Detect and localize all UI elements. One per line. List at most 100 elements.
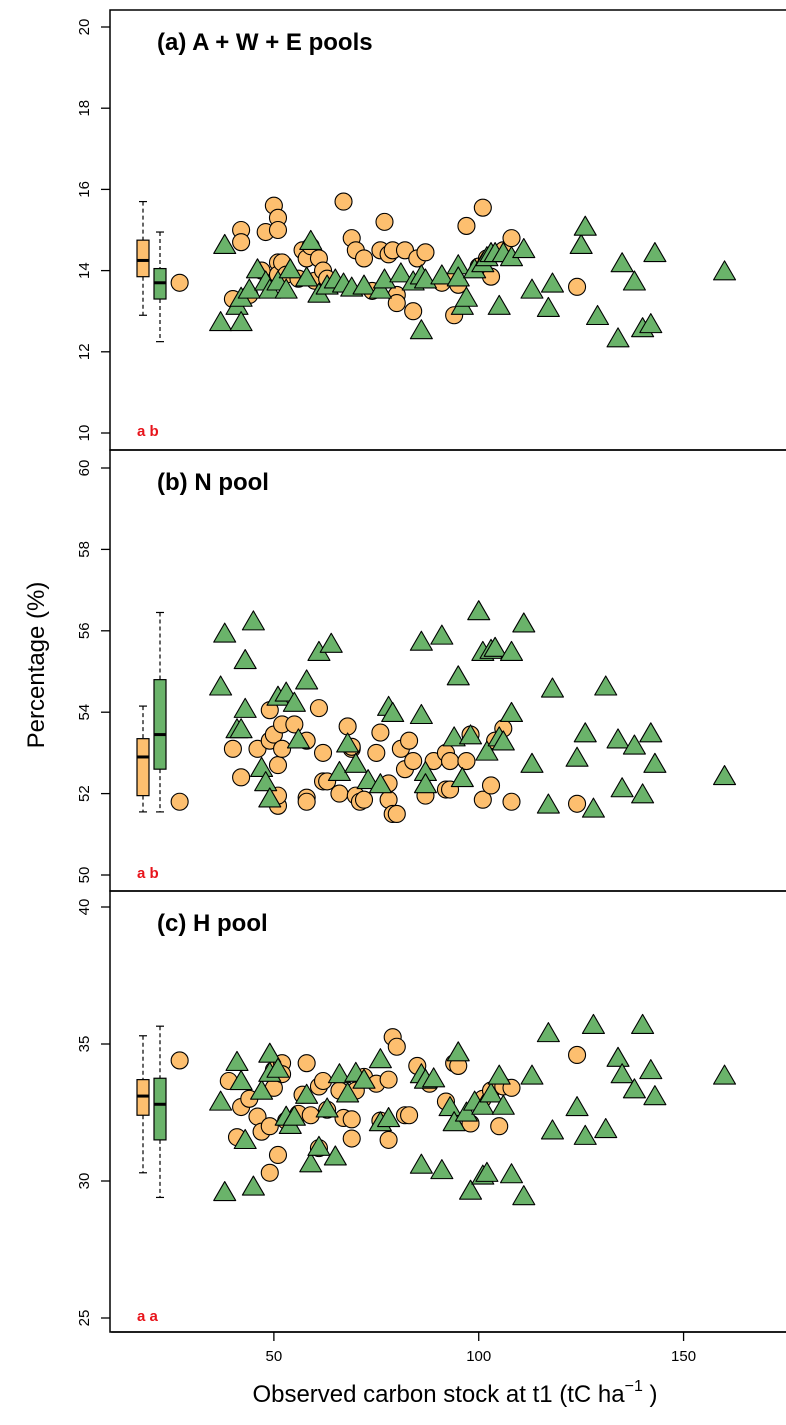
data-point-circle [387,1037,406,1056]
data-point-circle [309,699,328,718]
x-tick-label: 50 [266,1348,283,1365]
data-point-triangle [712,260,737,281]
panel-1: 10 12 14 16 18 20 (a) A + W + E pools a b [76,9,786,451]
data-point-triangle [450,767,474,788]
y-tick-label: 16 [76,181,93,198]
data-point-triangle [499,640,524,661]
data-point-triangle [315,1097,339,1118]
data-point-circle [297,1054,316,1073]
data-point-triangle [639,722,663,743]
data-point-triangle [344,752,368,773]
data-point-triangle [467,600,491,621]
series-triangle [209,1013,737,1206]
data-point-triangle [422,1067,446,1088]
data-point-triangle [639,1059,663,1080]
data-point-triangle [307,1135,331,1156]
data-point-triangle [471,1094,495,1115]
data-point-triangle [254,771,278,792]
data-point-triangle [565,1096,589,1117]
x-tick-label: 100 [466,1348,491,1365]
x-axis-label-end: ) [643,1381,658,1408]
data-point-triangle [540,272,565,293]
box [153,1077,167,1141]
data-point-triangle [622,1078,646,1099]
data-point-triangle [409,630,433,651]
data-point-triangle [512,1185,536,1206]
boxplot-orange [136,200,150,316]
data-point-triangle [250,1079,274,1100]
boxplot-orange [136,1035,150,1174]
data-point-triangle [282,1105,306,1126]
data-point-triangle [377,1107,401,1128]
data-point-triangle [368,773,392,794]
data-point-triangle [245,258,270,279]
data-point-triangle [483,636,507,657]
data-point-triangle [336,1082,360,1103]
data-point-triangle [430,624,454,645]
data-point-triangle [233,1128,257,1150]
boxplot-green [153,611,167,813]
data-point-circle [260,1163,279,1182]
data-point-triangle [413,773,438,794]
data-point-circle [387,804,406,824]
data-point-circle [297,792,316,811]
data-point-triangle [327,760,351,782]
data-point-circle [268,220,288,240]
data-point-triangle [594,1117,618,1139]
box [153,679,167,770]
data-point-triangle [409,703,433,725]
data-point-triangle [540,677,565,698]
data-point-triangle [229,311,253,332]
data-point-circle [568,794,587,813]
data-point-triangle [540,1119,565,1140]
y-tick-label: 60 [76,460,93,477]
data-point-triangle [233,697,257,718]
data-point-triangle [381,701,405,723]
y-tick-label: 54 [76,704,93,721]
data-point-triangle [258,787,282,808]
data-point-triangle [631,1013,655,1034]
series-triangle [209,600,737,818]
data-point-triangle [606,1046,630,1067]
data-point-circle [223,739,242,758]
y-tick-label: 30 [76,1173,93,1190]
data-point-circle [473,198,492,217]
data-point-triangle [368,1048,392,1069]
data-point-triangle [487,1064,511,1085]
data-point-triangle [295,669,319,690]
data-point-circle [568,1045,587,1065]
data-point-triangle [430,1159,454,1180]
data-point-triangle [213,622,237,643]
data-point-triangle [241,610,265,631]
y-tick-label: 50 [76,867,93,884]
series-triangle [209,215,737,348]
data-point-circle [260,1117,279,1136]
data-point-triangle [520,278,544,299]
data-point-circle [371,723,390,742]
data-point-circle [502,792,521,811]
data-point-circle [400,731,419,750]
data-point-circle [170,1051,189,1070]
y-tick-label: 14 [76,262,93,279]
y-tick-label: 12 [76,343,93,360]
data-point-circle [490,1117,509,1136]
data-point-circle [313,743,333,762]
significance-labels: a b [137,423,159,440]
data-point-triangle [712,764,737,786]
data-point-triangle [454,286,478,307]
data-point-triangle [372,268,397,289]
data-point-triangle [327,1063,351,1084]
data-point-triangle [458,724,483,745]
data-point-triangle [237,278,261,299]
data-point-triangle [446,266,470,287]
data-point-triangle [520,1064,544,1085]
data-point-circle [170,273,189,292]
data-point-triangle [520,752,544,773]
data-point-triangle [491,730,515,751]
data-point-circle [440,751,460,771]
data-point-triangle [536,1022,560,1043]
box [136,239,150,278]
panel-2: 50 52 54 56 58 60 (b) N pool a b [76,449,786,892]
data-point-circle [334,192,353,211]
